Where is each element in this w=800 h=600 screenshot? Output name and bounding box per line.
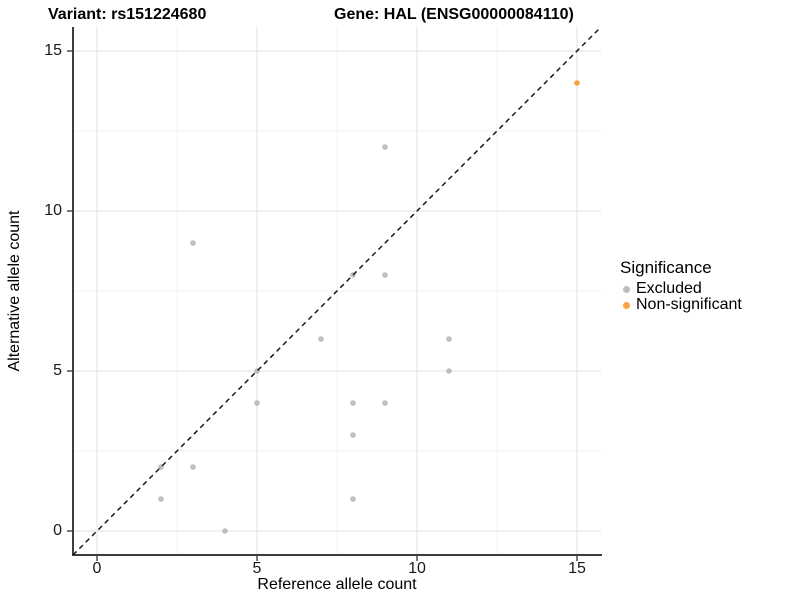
data-point-excluded [350,400,356,406]
x-tick-label: 0 [92,560,102,577]
y-tick-label: 15 [44,42,62,59]
legend-item-excluded: Excluded [620,280,742,297]
y-axis-title: Alternative allele count [6,210,23,372]
data-point-excluded [318,336,324,342]
data-point-excluded [382,400,388,406]
data-point-excluded [350,496,356,502]
legend-title: Significance [620,258,712,277]
legend-item-label: Non-significant [636,296,742,313]
legend: Significance Excluded Non-significant [620,258,742,313]
identity-line [72,26,602,556]
data-point-excluded [190,240,196,246]
data-point-excluded [254,400,260,406]
data-point-excluded [158,496,164,502]
data-point-excluded [446,336,452,342]
x-tick-label: 15 [568,560,586,577]
data-point-excluded [382,144,388,150]
non-significant-point-swatch-icon [623,301,630,309]
data-point-excluded [222,528,228,534]
excluded-point-swatch-icon [623,285,630,293]
y-tick-label: 5 [53,362,62,379]
x-axis-title: Reference allele count [257,576,417,593]
data-point-excluded [350,432,356,438]
data-point-excluded [446,368,452,374]
y-tick-label: 10 [44,202,62,219]
x-tick-label: 5 [252,560,262,577]
data-point-excluded [382,272,388,278]
legend-item-label: Excluded [636,280,702,297]
plot-title-variant: Variant: rs151224680 [48,6,207,23]
y-tick-label: 0 [53,522,62,539]
plot-title-gene: Gene: HAL (ENSG00000084110) [334,6,574,23]
x-tick-label: 10 [408,560,426,577]
data-point-excluded [190,464,196,470]
data-point-non-significant [574,80,580,86]
legend-item-non-significant: Non-significant [620,296,742,313]
